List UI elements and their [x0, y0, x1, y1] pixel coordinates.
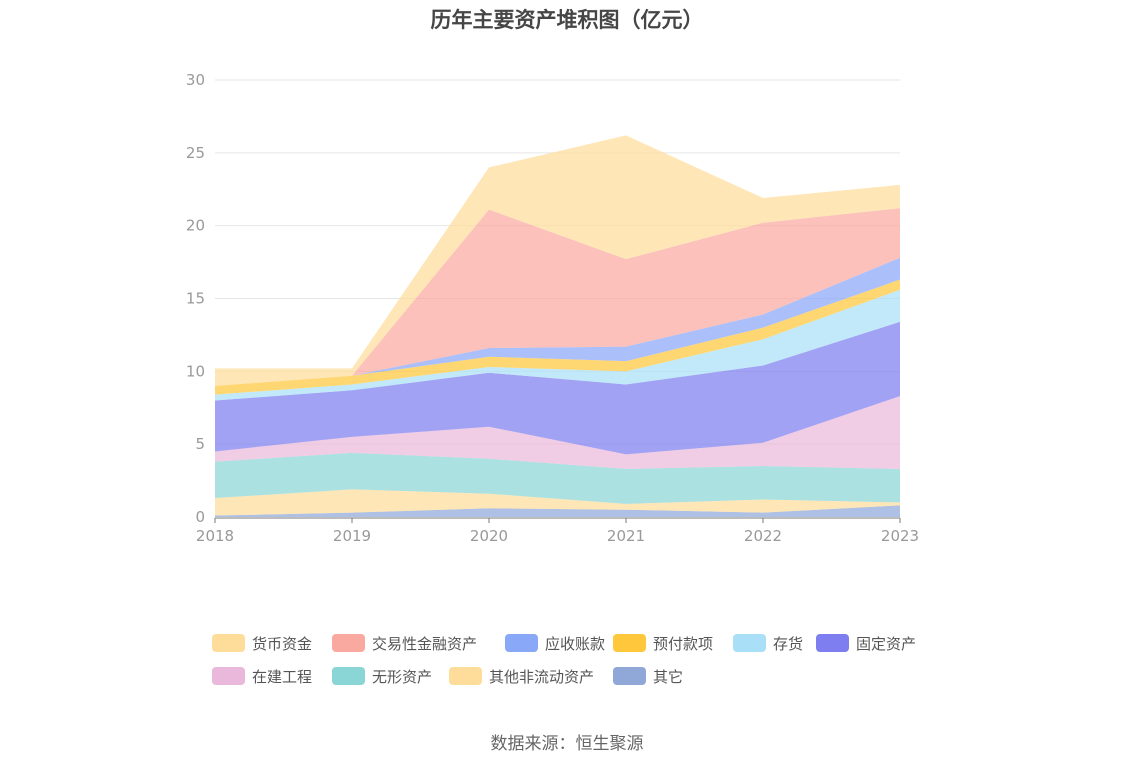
area-series-5: [215, 289, 900, 401]
legend-item[interactable]: 预付款项: [613, 630, 713, 656]
legend-swatch: [449, 667, 482, 685]
legend-label: 应收账款: [545, 634, 606, 653]
area-series-9: [215, 135, 900, 386]
legend-swatch: [332, 634, 365, 652]
chart-title: 历年主要资产堆积图（亿元）: [430, 8, 704, 32]
legend-swatch: [613, 667, 646, 685]
y-tick-label: 20: [186, 217, 205, 235]
area-series-2: [215, 452, 900, 504]
legend-label: 固定资产: [856, 634, 917, 653]
area-series-4: [215, 321, 900, 455]
x-tick-label: 2022: [744, 527, 782, 545]
legend-label: 货币资金: [252, 634, 313, 653]
area-series-3: [215, 396, 900, 469]
x-tick-label: 2020: [470, 527, 508, 545]
area-series-1: [215, 489, 900, 516]
legend-label: 其它: [653, 667, 684, 686]
x-tick-label: 2023: [881, 527, 919, 545]
legend-swatch: [332, 667, 365, 685]
area-series-8: [215, 208, 900, 386]
legend-item[interactable]: 货币资金: [212, 630, 312, 656]
axes: 0 5 10 15 20 25 30 2018 2019 2020 2021 2022 2023: [186, 71, 919, 545]
legend-item[interactable]: 其他非流动资产: [449, 663, 594, 689]
x-tick-label: 2019: [333, 527, 371, 545]
legend-item[interactable]: 无形资产: [332, 663, 432, 689]
legend-swatch: [816, 634, 849, 652]
y-tick-label: 30: [186, 71, 205, 89]
x-tick-label: 2021: [607, 527, 645, 545]
legend-item[interactable]: 其它: [613, 663, 683, 689]
legend-swatch: [505, 634, 538, 652]
legend-label: 在建工程: [252, 667, 313, 686]
y-tick-label: 25: [186, 144, 205, 162]
y-tick-label: 0: [195, 508, 205, 526]
data-source: 数据来源：恒生聚源: [490, 734, 644, 754]
legend-swatch: [733, 634, 766, 652]
legend-item[interactable]: 应收账款: [505, 630, 605, 656]
legend-swatch: [212, 667, 245, 685]
legend-label: 存货: [773, 634, 804, 653]
legend-swatch: [613, 634, 646, 652]
legend-label: 其他非流动资产: [489, 667, 595, 686]
area-series-6: [215, 279, 900, 395]
area-series: [215, 135, 900, 517]
legend-label: 无形资产: [372, 667, 433, 686]
legend-label: 预付款项: [653, 634, 714, 653]
y-tick-label: 5: [195, 435, 205, 453]
legend-swatch: [212, 634, 245, 652]
legend-item[interactable]: 存货: [733, 630, 803, 656]
area-series-7: [215, 257, 900, 386]
area-series-0: [215, 505, 900, 517]
y-tick-label: 10: [186, 362, 205, 380]
legend-item[interactable]: 固定资产: [816, 630, 916, 656]
x-tick-label: 2018: [196, 527, 234, 545]
legend-item[interactable]: 交易性金融资产: [332, 630, 477, 656]
y-tick-label: 15: [186, 290, 205, 308]
legend-item[interactable]: 在建工程: [212, 663, 312, 689]
legend-label: 交易性金融资产: [372, 634, 478, 653]
